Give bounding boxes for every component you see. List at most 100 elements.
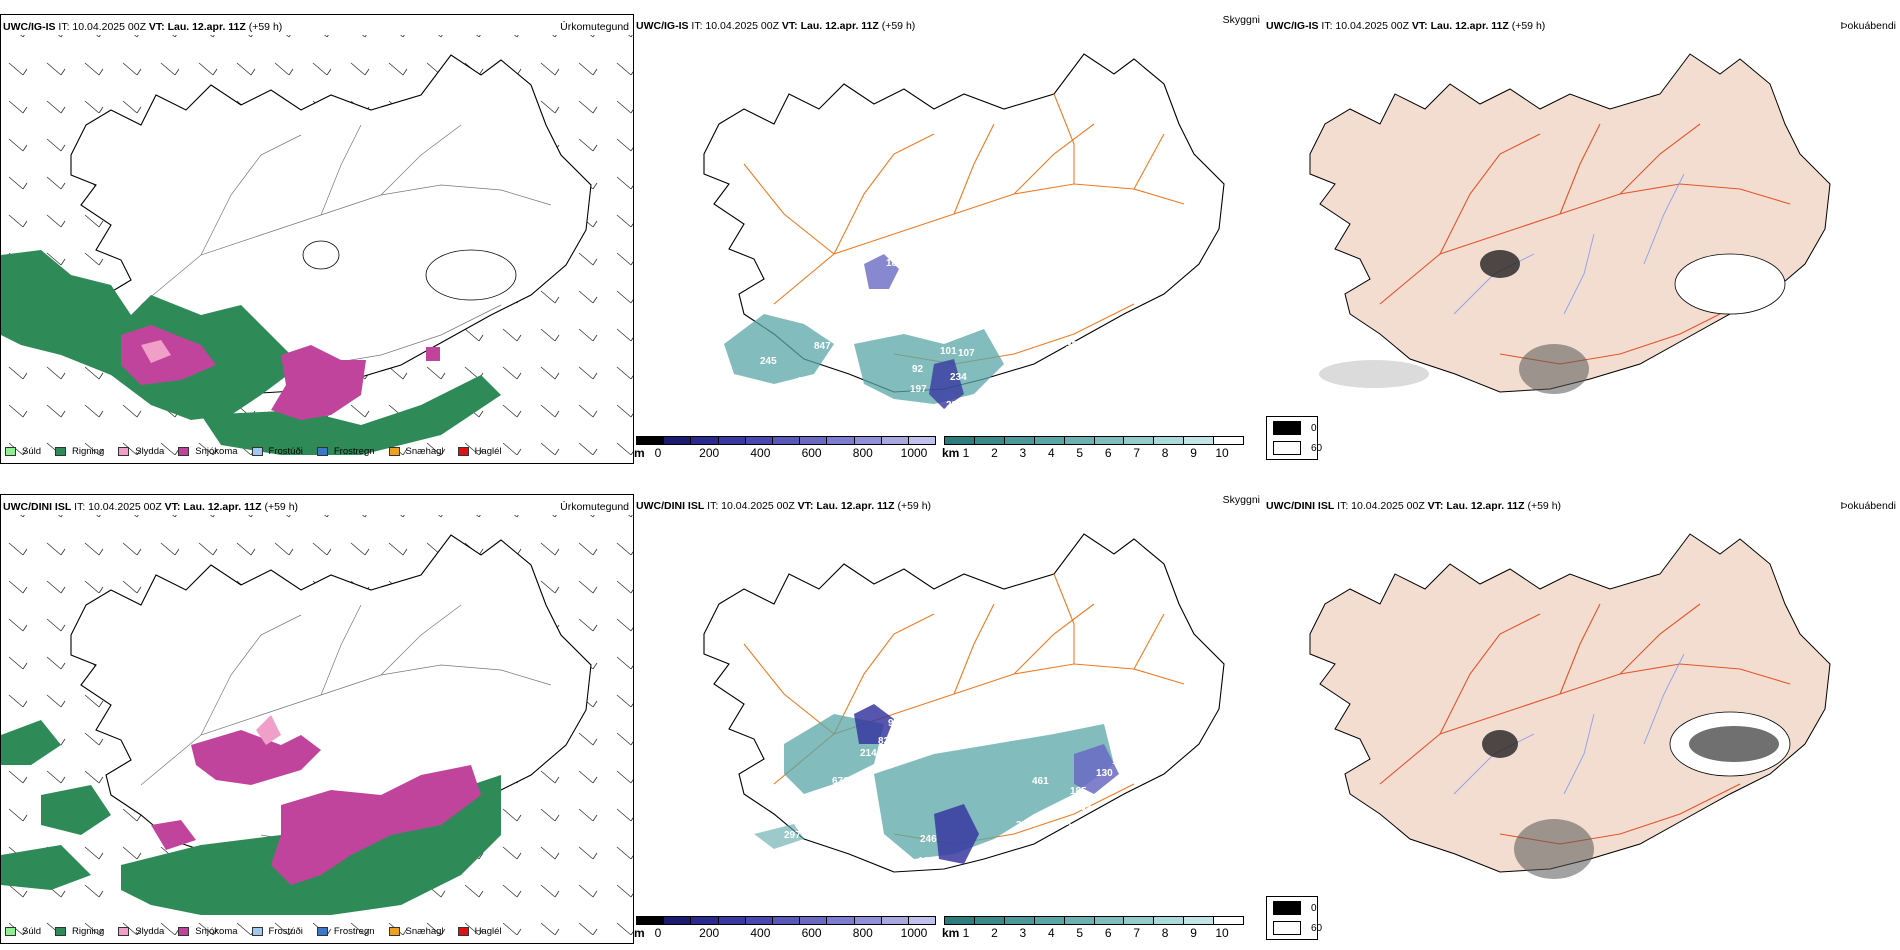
sleet-area bbox=[256, 715, 281, 745]
elevation-label: 99 bbox=[852, 398, 864, 409]
precip-type-panel-row1: UWC/IG-IS IT: 10.04.2025 00Z VT: Lau. 12… bbox=[0, 14, 634, 464]
fog-key-row: 0 bbox=[1273, 901, 1317, 915]
colorbar-tick-label: 4 bbox=[1047, 926, 1055, 940]
colorbar-tick-label: 3 bbox=[1019, 446, 1027, 460]
init-time: IT: 10.04.2025 00Z bbox=[1321, 20, 1409, 32]
panel-title: Þokuábendi bbox=[1840, 500, 1896, 512]
visibility-colorbar: km 1 2 3 4 5 6 7 8 9 10 bbox=[942, 436, 1244, 464]
legend-item: Snæhagl bbox=[388, 446, 444, 457]
init-time: IT: 10.04.2025 00Z bbox=[58, 21, 146, 33]
snow-area bbox=[426, 347, 440, 361]
cloud-base-area bbox=[1074, 744, 1119, 794]
colorbar-step bbox=[827, 437, 855, 444]
elevation-label: 338 bbox=[830, 790, 847, 801]
legend-item: Súld bbox=[5, 446, 41, 457]
colorbar-step bbox=[745, 917, 773, 924]
colorbar-tick-label: 1 bbox=[962, 446, 970, 460]
elevation-label: 31 bbox=[1016, 820, 1028, 831]
roads bbox=[140, 124, 552, 366]
fog-area bbox=[1480, 250, 1520, 278]
colorbar-tick-label: 5 bbox=[1076, 926, 1084, 940]
colorbar-step bbox=[1154, 437, 1185, 444]
colorbar-step bbox=[1004, 917, 1035, 924]
colorbar-tick-label: 10 bbox=[1215, 926, 1229, 940]
colorbar-tick-label: 9 bbox=[1190, 926, 1197, 940]
fog-key-label: 0 bbox=[1311, 902, 1317, 914]
colorbar-tick-label: 800 bbox=[852, 446, 873, 460]
elevation-label: 197 bbox=[910, 384, 927, 395]
legend-item: Slydda bbox=[118, 926, 164, 937]
fog-key: 0 60 bbox=[1266, 416, 1322, 460]
colorbar-step bbox=[637, 917, 665, 924]
elevation-label: 461 bbox=[1032, 776, 1049, 787]
colorbar-step bbox=[1094, 437, 1125, 444]
lead-time: (+59 h) bbox=[881, 20, 916, 32]
elevation-labels: 245 847 462 99 188 92 197 101 107 234 286 320 bbox=[760, 258, 1083, 411]
panel-header: UWC/IG-IS IT: 10.04.2025 00Z VT: Lau. 12… bbox=[636, 20, 915, 32]
fog-map bbox=[1309, 53, 1831, 394]
colorbar-tick-label: 1000 bbox=[900, 926, 928, 940]
rain-area bbox=[1, 720, 501, 915]
colorbar-tick-label: 10 bbox=[1215, 446, 1229, 460]
iceland-land bbox=[1309, 53, 1831, 393]
colorbar-step bbox=[974, 917, 1005, 924]
visibility-area bbox=[854, 329, 1004, 404]
elevation-label: 847 bbox=[814, 341, 831, 352]
valid-time: VT: Lau. 12.apr. 11Z bbox=[1427, 500, 1525, 512]
colorbar-step bbox=[1034, 917, 1065, 924]
legend-label: Slydda bbox=[135, 446, 165, 457]
elevation-label: 676 bbox=[832, 776, 849, 787]
colorbar-step bbox=[854, 437, 882, 444]
colorbar-step bbox=[718, 917, 746, 924]
fog-key: 0 60 bbox=[1266, 896, 1322, 940]
colorbar-tick-label: 8 bbox=[1161, 926, 1169, 940]
legend-label: Haglél bbox=[474, 446, 502, 457]
panel-header: UWC/IG-IS IT: 10.04.2025 00Z VT: Lau. 12… bbox=[3, 21, 282, 33]
legend-item: Snæhagl bbox=[388, 926, 444, 937]
colorbar-tick-label: 6 bbox=[1104, 446, 1112, 460]
colorbar-step bbox=[1094, 917, 1125, 924]
fog-area bbox=[1514, 819, 1594, 879]
model-name: UWC/DINI ISL bbox=[1266, 500, 1335, 512]
valid-time: VT: Lau. 12.apr. 11Z bbox=[781, 20, 879, 32]
elevation-label: 99 bbox=[888, 718, 900, 729]
precip-type-map bbox=[1, 515, 633, 935]
roads bbox=[140, 604, 552, 846]
snow-area bbox=[151, 820, 196, 850]
legend-item: Frostregn bbox=[316, 926, 375, 937]
legend-swatch bbox=[55, 447, 67, 456]
colorbar-swatches bbox=[636, 916, 936, 925]
panel-header: UWC/DINI ISL IT: 10.04.2025 00Z VT: Lau.… bbox=[636, 500, 931, 512]
colorbar-tick-label: 800 bbox=[852, 926, 873, 940]
legend-label: Snjókoma bbox=[195, 446, 238, 457]
fog-key-label: 60 bbox=[1311, 922, 1323, 934]
sleet-area bbox=[141, 340, 171, 363]
fog-key-label: 0 bbox=[1311, 422, 1317, 434]
elevation-label: 127 bbox=[944, 872, 961, 883]
colorbar-step bbox=[908, 917, 936, 924]
colorbar-swatches bbox=[636, 436, 936, 445]
legend-label: Rigning bbox=[72, 446, 105, 457]
precip-type-panel-row2: UWC/DINI ISL IT: 10.04.2025 00Z VT: Lau.… bbox=[0, 494, 634, 944]
elevation-label: 245 bbox=[760, 356, 777, 367]
legend-swatch bbox=[316, 927, 328, 936]
model-name: UWC/DINI ISL bbox=[636, 500, 705, 512]
model-name: UWC/IG-IS bbox=[3, 21, 56, 33]
legend-label: Snæhagl bbox=[405, 926, 444, 937]
lead-time: (+59 h) bbox=[897, 500, 932, 512]
roads bbox=[1379, 603, 1791, 845]
colorbar-step bbox=[1184, 437, 1215, 444]
colorbar-step bbox=[945, 437, 975, 444]
cloud-base-colorbar: m 0 200 400 600 800 1000 bbox=[634, 436, 936, 464]
cloud-base-area bbox=[864, 254, 899, 289]
elevation-label: 297 bbox=[784, 830, 801, 841]
colorbar-tick-label: 0 bbox=[654, 446, 662, 460]
iceland-land bbox=[1309, 533, 1831, 873]
legend-swatch bbox=[118, 447, 130, 456]
precip-legend: Súld Rigning Slydda Snjókoma Frostúði Frostre… bbox=[5, 926, 502, 937]
colorbar-tick-label: 400 bbox=[750, 926, 771, 940]
elevation-label: 101 bbox=[940, 346, 957, 357]
colorbar-step bbox=[691, 917, 719, 924]
colorbar-tick-label: 200 bbox=[699, 446, 720, 460]
